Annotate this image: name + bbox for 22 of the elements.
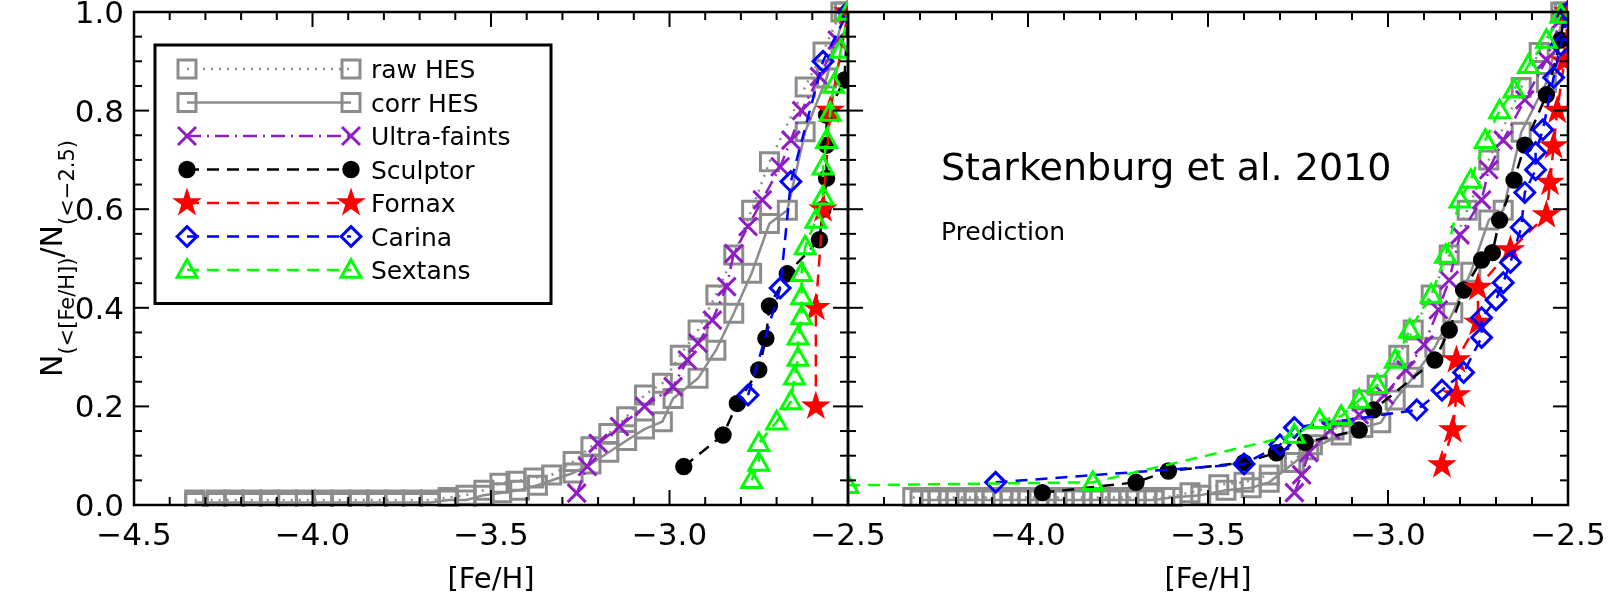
y-tick-label: 1.0 <box>74 0 124 30</box>
annotation: Starkenburg et al. 2010 <box>941 145 1392 189</box>
annotation: Prediction <box>941 217 1066 246</box>
y-tick-label: 0.2 <box>74 388 124 425</box>
x-tick-label: −4.0 <box>274 516 351 552</box>
legend-label: Carina <box>371 222 453 252</box>
legend-label: Sculptor <box>371 155 476 185</box>
x-tick-label: −3.5 <box>453 516 529 552</box>
y-tick-label: 0.8 <box>74 92 124 129</box>
legend-label: raw HES <box>371 55 476 84</box>
x-tick-label: −3.0 <box>631 516 708 552</box>
x-tick-label: −2.5 <box>1530 516 1606 552</box>
x-tick-label: −4.0 <box>990 516 1066 552</box>
x-axis-title: [Fe/H] <box>447 561 535 595</box>
legend-label: Fornax <box>371 189 456 218</box>
x-axis-title: [Fe/H] <box>1164 561 1252 595</box>
legend-label: Sextans <box>371 256 471 285</box>
legend-label: Ultra-faints <box>371 122 511 151</box>
legend-label: corr HES <box>371 88 479 118</box>
x-tick-label: −3.5 <box>1170 516 1246 552</box>
x-tick-label: −3.0 <box>1350 516 1426 552</box>
x-tick-label: −2.5 <box>810 516 886 552</box>
